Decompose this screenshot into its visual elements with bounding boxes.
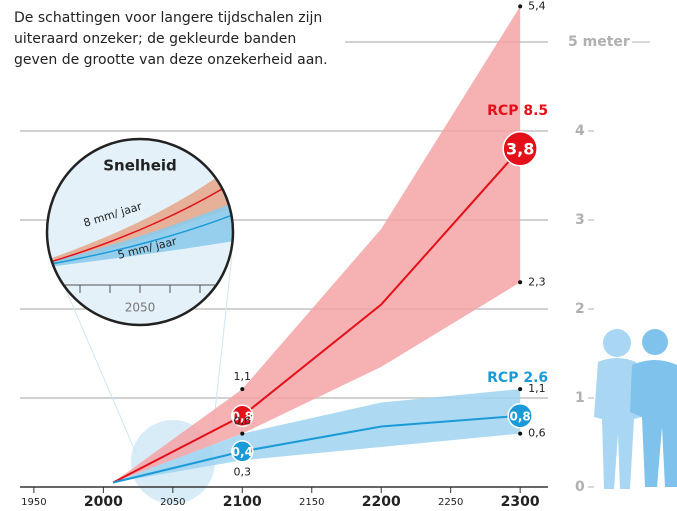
- range-label: 0,3: [234, 465, 252, 478]
- range-dot: [518, 387, 522, 391]
- x-tick-label: 2200: [362, 494, 401, 510]
- range-label: 5,4: [528, 0, 546, 12]
- range-dot: [518, 280, 522, 284]
- range-label: 0,6: [234, 415, 252, 428]
- range-dot: [240, 432, 244, 436]
- range-dot: [240, 387, 244, 391]
- inset-x-label: 2050: [125, 301, 156, 315]
- chart: De schattingen voor langere tijdschalen …: [0, 0, 677, 511]
- silhouettes: [594, 329, 677, 489]
- x-tick-label: 2050: [160, 497, 185, 508]
- x-tick-label: 2100: [223, 494, 262, 510]
- y-tick-label: 5 meter: [568, 34, 630, 50]
- y-tick-label: 3: [575, 212, 585, 228]
- x-tick-label: 2300: [501, 494, 540, 510]
- x-tick-label: 2250: [438, 497, 463, 508]
- value-label: 0,4: [232, 445, 253, 459]
- value-label: 3,8: [506, 139, 534, 158]
- y-tick-label: 2: [575, 301, 585, 317]
- x-tick-label: 2000: [84, 494, 123, 510]
- inset-title: Snelheid: [103, 157, 177, 175]
- range-label: 0,6: [528, 427, 546, 440]
- range-label: 1,1: [234, 370, 252, 383]
- y-tick-label: 1: [575, 390, 585, 406]
- y-tick-label: 0: [575, 479, 585, 495]
- series-name: RCP 2.6: [487, 370, 548, 386]
- series-name: RCP 8.5: [487, 103, 548, 119]
- y-tick-label: 4: [575, 123, 585, 139]
- annotation: De schattingen voor langere tijdschalen …: [14, 10, 322, 26]
- x-tick-label: 2150: [299, 497, 324, 508]
- range-dot: [518, 4, 522, 8]
- annotation: geven de grootte van deze onzekerheid aa…: [14, 52, 328, 68]
- annotation: uiteraard onzeker; de gekleurde banden: [14, 31, 296, 47]
- value-label: 0,8: [510, 409, 531, 423]
- range-dot: [518, 432, 522, 436]
- range-label: 2,3: [528, 275, 546, 288]
- x-tick-label: 1950: [21, 497, 46, 508]
